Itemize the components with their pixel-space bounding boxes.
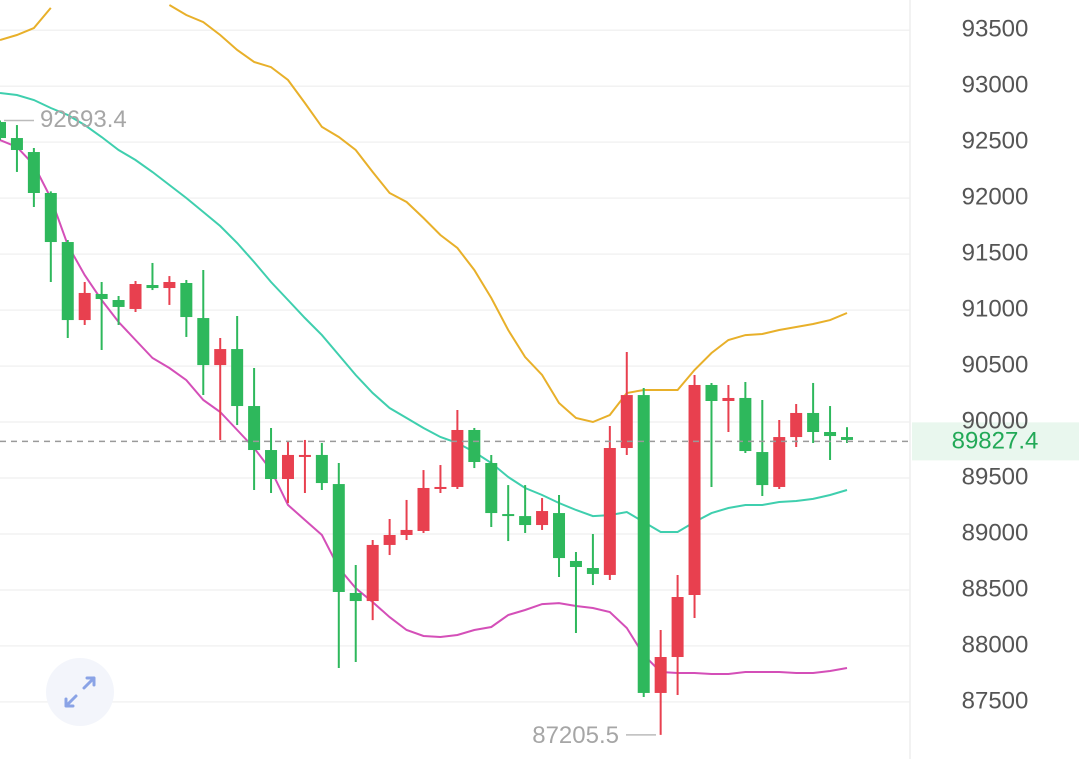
last-price-box (912, 422, 1079, 461)
candle-body (451, 429, 464, 487)
band-line (0, 4, 848, 424)
candle-body (603, 448, 616, 575)
candle-body (637, 395, 650, 693)
candle-body (400, 529, 413, 535)
candle-body (383, 534, 396, 545)
candle-body (485, 463, 498, 514)
candle-body (654, 657, 667, 693)
candle-body (349, 592, 362, 602)
candles (0, 120, 853, 735)
y-tick-label: 92500 (962, 128, 1029, 155)
candle-body (180, 283, 193, 318)
y-tick-label: 88000 (962, 631, 1029, 658)
candle-body (248, 406, 261, 451)
band-lines (0, 4, 848, 675)
candle-body (417, 487, 430, 531)
candle-body (44, 192, 57, 243)
candle-body (620, 395, 633, 449)
candle-body (671, 597, 684, 658)
candle-body (773, 437, 786, 487)
candle-body (739, 397, 752, 452)
y-tick-label: 89000 (962, 519, 1029, 546)
candle-body (281, 454, 294, 480)
candle-body (688, 384, 701, 595)
candle-body (0, 122, 6, 139)
overlay: 89827.4 92693.4 87205.5 (0, 106, 1079, 749)
y-tick-label: 92000 (962, 183, 1029, 210)
candle-body (502, 514, 515, 517)
low-marker-label: 87205.5 (532, 722, 619, 749)
candle-body (569, 560, 582, 568)
candle-body (163, 281, 176, 289)
candle-body (112, 300, 125, 307)
candle-body (722, 397, 735, 401)
y-tick-label: 90000 (962, 407, 1029, 434)
candle-body (519, 516, 532, 526)
band-line (0, 92, 848, 533)
candle-body (756, 452, 769, 486)
candle-body (586, 568, 599, 574)
y-tick-label: 93000 (962, 72, 1029, 99)
candle-body (434, 486, 447, 489)
candle-body (298, 454, 311, 457)
grid (0, 29, 910, 703)
candle-body (468, 429, 481, 463)
candle-body (78, 292, 91, 321)
candle-body (705, 384, 718, 401)
y-tick-label: 91500 (962, 239, 1029, 266)
high-marker-label: 92693.4 (40, 106, 127, 133)
y-tick-label: 89500 (962, 463, 1029, 490)
candle-body (146, 285, 159, 289)
y-tick-label: 90500 (962, 351, 1029, 378)
candle-body (332, 484, 345, 592)
candle-body (61, 242, 74, 321)
candle-body (553, 513, 566, 559)
y-tick-label: 91000 (962, 295, 1029, 322)
candle-body (536, 511, 549, 526)
candle-body (129, 284, 142, 309)
candle-body (214, 349, 227, 366)
candle-body (824, 432, 837, 437)
candle-body (807, 412, 820, 433)
candle-body (315, 454, 328, 484)
candle-body (10, 138, 23, 151)
band-line (0, 139, 848, 675)
expand-button-bg[interactable] (46, 658, 114, 726)
candle-body (790, 412, 803, 438)
candle-body (95, 293, 108, 300)
candle-body (841, 437, 853, 440)
candle-body (265, 450, 278, 480)
expand-icon[interactable] (64, 676, 96, 708)
y-tick-label: 93500 (962, 16, 1029, 43)
expand-button[interactable] (46, 658, 114, 726)
y-tick-label: 87500 (962, 687, 1029, 714)
y-tick-label: 88500 (962, 575, 1029, 602)
candle-body (366, 544, 379, 602)
candle-body (27, 152, 40, 193)
candle-body (231, 349, 244, 407)
y-axis: 87500 88000 88500 89000 89500 90000 90500 91000… (962, 16, 1029, 715)
last-price-label: 89827.4 (952, 428, 1039, 455)
candle-body (197, 318, 210, 366)
